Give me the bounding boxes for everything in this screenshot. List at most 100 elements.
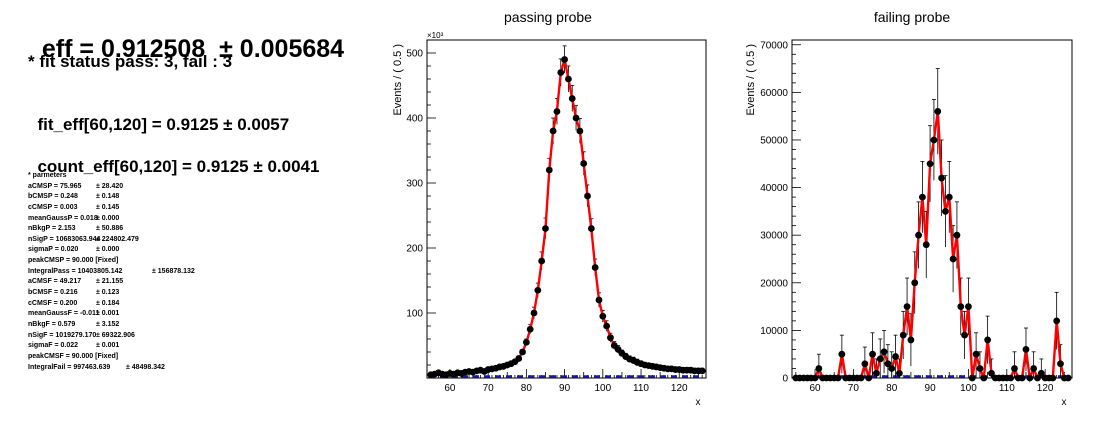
parameter-error: ± 0.123	[96, 289, 120, 297]
x-tick-label: 110	[999, 383, 1015, 394]
efficiency-error: ± 0.005684	[219, 35, 345, 63]
parameter-error: ± 224802.479	[96, 235, 139, 243]
y-axis-label: Events / ( 0.5 )	[745, 44, 757, 116]
data-point	[919, 193, 926, 201]
plot-frame	[426, 39, 707, 379]
parameter-value: bCMSF = 0.216	[28, 289, 78, 297]
parameter-error: ± 0.001	[96, 310, 120, 318]
y-tick-label: 10000	[760, 326, 788, 337]
parameter-row: IntegralPass = 10403805.142 ± 156878.132	[28, 267, 195, 278]
parameter-value: peakCMSP = 90.000 [Fixed]	[28, 257, 119, 265]
chart-title: passing probe	[504, 9, 592, 25]
data-point	[949, 255, 957, 263]
data-point	[568, 95, 576, 102]
data-point	[884, 360, 892, 368]
parameter-row: aCMSF = 49.217 ± 21.155	[28, 277, 123, 288]
x-tick-label: 100	[960, 383, 977, 394]
data-point	[538, 257, 546, 265]
data-point	[934, 108, 942, 115]
x-tick-label: 60	[444, 383, 456, 394]
parameter-value: sigmaP = 0.020	[28, 246, 79, 254]
parameter-row: bCMSP = 0.248 ± 0.148	[28, 192, 122, 203]
parameter-error: ± 0.000	[96, 246, 120, 254]
parameter-value: bCMSP = 0.248	[28, 193, 78, 201]
data-point	[599, 312, 607, 320]
parameter-error: ± 48498.342	[126, 363, 165, 371]
data-point	[587, 225, 595, 232]
parameter-row: sigmaP = 0.020 ± 0.000	[28, 245, 122, 256]
parameter-error: ± 0.001	[96, 342, 120, 350]
data-point	[522, 338, 530, 346]
x-axis-label: x	[696, 397, 701, 408]
parameters-list: * parmeters aCMSP = 75.965 ± 28.420 bCMSP …	[28, 171, 195, 373]
data-point	[1007, 374, 1015, 382]
data-point	[945, 193, 953, 201]
data-point	[895, 369, 903, 377]
parameter-row: sigmaF = 0.022 ± 0.001	[28, 341, 122, 352]
data-point	[915, 231, 922, 239]
parameter-row: nSigP = 10683063.944 ± 224802.479	[28, 235, 139, 246]
parameter-row: nSigF = 1019279.170 ± 69322.906	[28, 331, 135, 342]
data-point	[1011, 365, 1018, 372]
data-point	[530, 309, 538, 317]
parameter-error: ± 0.148	[96, 193, 120, 201]
count-eff-error: ± 0.0041	[253, 157, 320, 176]
parameter-value: meanGaussF = -0.011	[28, 310, 100, 318]
data-point	[980, 374, 988, 382]
efficiency-title: eff = 0.912508 ± 0.005684	[28, 6, 344, 64]
data-point	[965, 303, 972, 310]
data-point	[938, 174, 945, 182]
parameter-row: aCMSP = 75.965 ± 28.420	[28, 182, 123, 193]
data-point	[834, 374, 842, 382]
parameter-value: cCMSP = 0.003	[28, 203, 78, 211]
parameter-row: meanGaussP = 0.018 ± 0.000	[28, 214, 122, 225]
data-point	[888, 365, 896, 372]
data-point	[553, 108, 561, 115]
data-point	[892, 353, 899, 360]
efficiency-value: eff = 0.912508	[41, 35, 206, 63]
data-point	[526, 325, 534, 333]
data-point	[957, 303, 965, 310]
parameter-row: bCMSF = 0.216 ± 0.123	[28, 288, 122, 299]
x-tick-label: 100	[594, 383, 611, 394]
y-tick-label: 70000	[760, 40, 788, 51]
parameter-row: nBkgF = 0.579 ± 3.152	[28, 320, 122, 331]
y-tick-label: 0	[782, 374, 788, 385]
parameter-value: IntegralPass = 10403805.142	[28, 267, 123, 275]
data-point	[591, 264, 599, 271]
y-tick-label: 40000	[760, 183, 788, 194]
data-point	[1049, 374, 1057, 382]
data-point	[876, 355, 884, 363]
data-point	[861, 360, 869, 368]
parameter-row: peakCMSF = 90.000 [Fixed]	[28, 352, 122, 363]
data-point	[542, 225, 549, 232]
data-point	[561, 56, 568, 63]
data-point	[953, 231, 961, 239]
chart-title: failing probe	[874, 9, 950, 25]
y-tick-label: 50000	[760, 135, 788, 146]
data-point	[545, 166, 553, 174]
parameter-value: peakCMSF = 90.000 [Fixed]	[28, 352, 119, 360]
plot-frame	[791, 39, 1073, 379]
data-point	[976, 365, 984, 372]
data-point	[811, 374, 819, 382]
data-point	[984, 336, 992, 344]
x-tick-label: 90	[559, 383, 571, 394]
data-point	[698, 367, 706, 375]
passing-probe-chart: passing probe 60 70 80 90 100 110 120 x 100 200 300…	[392, 9, 707, 408]
data-point	[968, 374, 976, 382]
y-tick-label: 200	[406, 244, 423, 255]
data-point	[942, 207, 949, 215]
data-point	[899, 331, 907, 339]
y-tick-label: 500	[406, 49, 423, 60]
parameter-error: ± 3.152	[96, 320, 120, 328]
parameter-value: sigmaF = 0.022	[28, 342, 79, 350]
parameter-row: peakCMSP = 90.000 [Fixed]	[28, 256, 122, 267]
x-tick-label: 110	[633, 383, 649, 394]
parameter-error: ± 0.184	[96, 299, 120, 307]
x-tick-label: 70	[848, 383, 860, 394]
data-point	[880, 348, 888, 356]
x-tick-label: 90	[925, 383, 937, 394]
data-point	[607, 334, 614, 342]
